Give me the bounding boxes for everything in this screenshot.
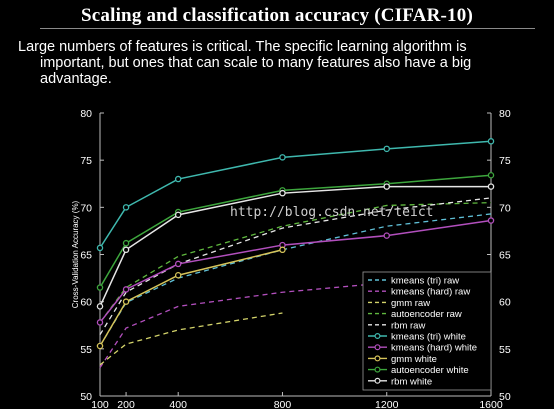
x-tick-label: 100 [91,399,109,409]
legend-marker [374,355,381,362]
data-point-kmeans-tri-white [174,175,182,183]
legend-label: kmeans (hard) white [391,343,477,354]
legend-label: rbm white [391,376,432,387]
series-line-kmeans-tri-raw [99,213,492,347]
subtitle-line-2: important, but ones that can scale to ma… [40,55,472,71]
series-line-kmeans-tri-white [99,140,492,249]
data-point-rbm-white [174,211,182,219]
data-point-gmm-white [96,342,104,350]
legend-marker [374,366,381,373]
x-tick-label: 1200 [375,399,399,409]
data-point-gmm-white [174,272,182,279]
data-point-kmeans-tri-white [122,204,130,211]
x-tick-label: 200 [117,399,135,409]
slide-title: Scaling and classification accuracy (CIF… [81,5,473,26]
y-axis-label: Cross-Validation Accuracy (%) [71,200,80,308]
series-line-autoencoder-white [99,174,492,288]
legend-label: autoencoder raw [391,309,462,320]
data-point-autoencoder-white [122,239,130,247]
series-lines [96,138,495,369]
legend-label: autoencoder white [391,365,469,376]
data-point-rbm-white [96,303,104,310]
data-point-kmeans-hard-white [174,260,182,268]
series-line-kmeans-hard-raw [99,274,492,369]
y-tick-label-right: 75 [499,155,511,167]
data-point-kmeans-tri-white [279,154,286,161]
watermark-text: http://blog.csdn.net/teict [230,205,434,220]
y-tick-label-left: 80 [80,108,92,120]
y-tick-label-left: 65 [80,250,92,262]
y-tick-label-right: 80 [499,108,511,120]
y-tick-label-left: 55 [80,344,92,356]
data-point-kmeans-tri-white [96,244,104,252]
y-tick-label-right: 55 [499,344,511,356]
y-tick-label-right: 70 [499,202,511,214]
data-point-autoencoder-white [487,172,495,179]
data-point-autoencoder-white [96,284,104,291]
series-line-rbm-white [99,185,491,307]
data-point-kmeans-hard-white [122,286,130,293]
y-tick-label-left: 75 [80,155,92,167]
y-tick-label-left: 60 [80,297,92,309]
series-line-gmm-raw [99,312,283,366]
legend-marker [374,344,381,351]
series-line-rbm-raw [99,197,492,336]
legend-label: gmm white [391,354,437,365]
legend-marker [374,377,381,384]
x-tick-label: 800 [274,399,292,409]
x-tick-label: 400 [169,399,187,409]
data-point-kmeans-hard-white [487,217,495,224]
data-point-gmm-white [122,298,130,305]
series-line-autoencoder-raw [99,201,492,323]
data-point-kmeans-tri-white [487,138,495,145]
series-line-gmm-white [99,249,283,347]
data-point-gmm-white [279,246,286,254]
x-tick-label: 1600 [479,399,503,409]
series-line-kmeans-hard-white [99,219,492,323]
legend-label: kmeans (tri) raw [391,276,459,287]
title-divider [40,28,535,29]
subtitle-line-3: advantage. [40,71,112,87]
data-point-kmeans-tri-white [383,145,390,153]
y-tick-label-left: 70 [80,202,92,214]
axes: 50 50 55 55 60 60 65 65 70 70 75 75 80 80 100 200 400 800… [71,108,511,409]
data-point-kmeans-hard-white [96,319,104,326]
data-point-rbm-white [122,246,130,254]
data-point-rbm-white [383,183,390,190]
legend-label: kmeans (tri) white [391,332,466,343]
y-tick-label-right: 65 [499,250,511,262]
data-point-rbm-white [487,183,495,190]
legend-label: gmm raw [391,298,430,309]
y-tick-label-left: 50 [80,391,92,403]
legend-marker [374,333,381,340]
slide-subtitle: Large numbers of features is critical. T… [18,39,543,87]
legend-label: rbm raw [391,320,425,331]
data-point-rbm-white [279,189,286,197]
legend-label: kmeans (hard) raw [391,287,470,298]
y-tick-label-right: 50 [499,391,511,403]
subtitle-line-1: Large numbers of features is critical. T… [18,39,467,55]
data-point-kmeans-hard-white [383,232,390,239]
y-tick-label-right: 60 [499,297,511,309]
